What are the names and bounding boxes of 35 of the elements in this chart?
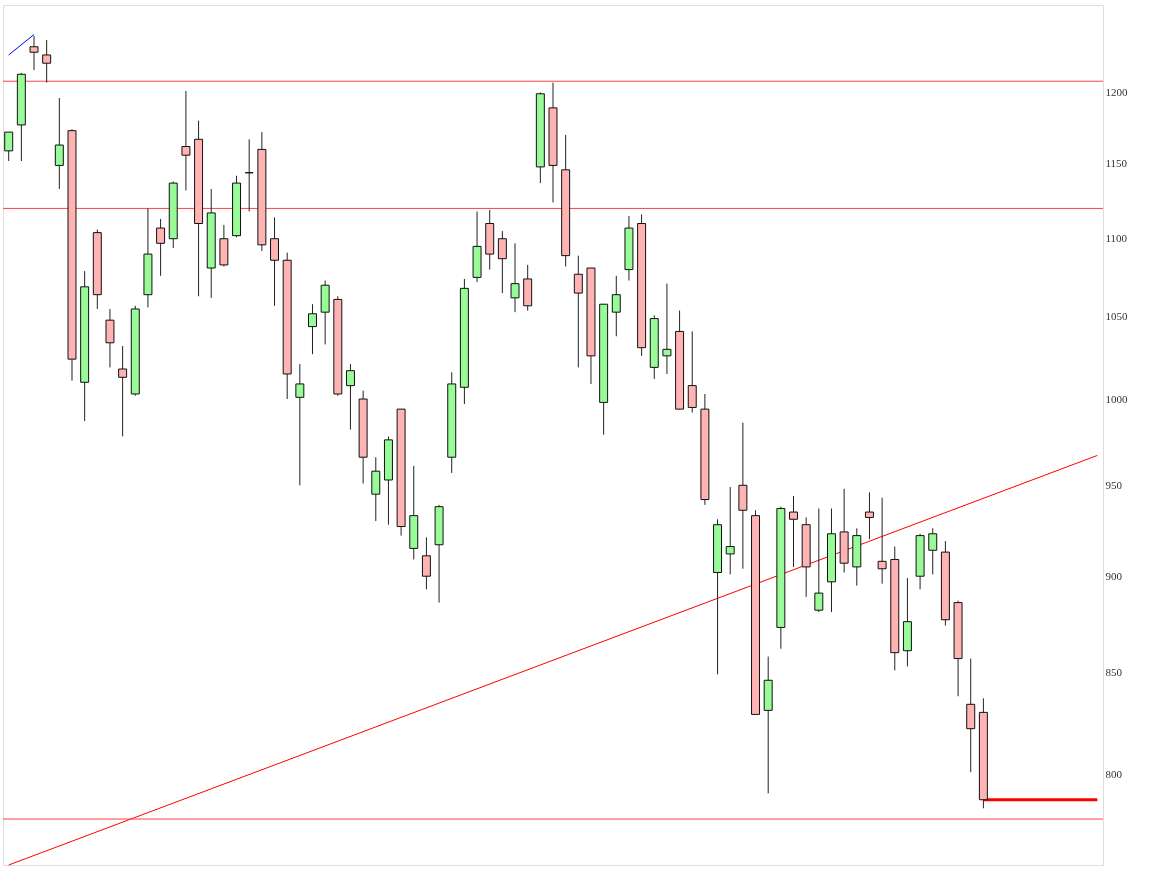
- candlestick: [573, 255, 583, 368]
- candlestick: [270, 216, 280, 307]
- y-tick-label: 1200: [1105, 85, 1128, 98]
- y-tick-label: 950: [1105, 478, 1123, 491]
- candlestick: [156, 218, 166, 277]
- candlestick: [864, 491, 874, 540]
- candlestick: [29, 35, 39, 71]
- candlestick: [371, 456, 381, 522]
- candlestick: [789, 495, 798, 568]
- y-tick-label: 800: [1105, 767, 1123, 780]
- candlestick: [308, 303, 317, 355]
- y-tick-label: 1050: [1105, 310, 1128, 323]
- candlestick: [687, 330, 697, 414]
- y-tick-label: 1000: [1105, 392, 1128, 405]
- candlestick: [4, 131, 14, 162]
- candlestick: [181, 90, 191, 191]
- candlestick: [814, 507, 824, 613]
- candlestick: [345, 363, 355, 431]
- candlestick: [54, 97, 64, 190]
- candlestick: [928, 527, 938, 575]
- candlestick: [118, 345, 128, 437]
- candlestick: [105, 308, 115, 368]
- candlestick: [725, 486, 735, 575]
- y-tick-label: 1150: [1105, 157, 1128, 170]
- candlestick: [295, 363, 305, 486]
- candlestick: [42, 39, 52, 84]
- y-tick-label: 1100: [1105, 232, 1128, 245]
- candlestick: [497, 230, 507, 294]
- candlestick: [510, 242, 520, 313]
- y-tick-label: 900: [1105, 569, 1123, 582]
- candlestick: [877, 497, 887, 585]
- candlestick: [611, 275, 621, 337]
- candlestick: [421, 536, 431, 590]
- y-tick-label: 850: [1105, 665, 1123, 678]
- candlestick: [662, 283, 672, 375]
